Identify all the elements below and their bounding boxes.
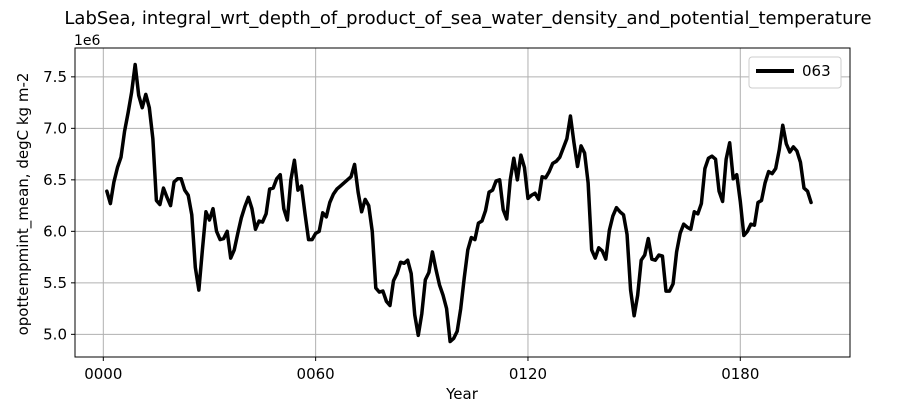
series-layer: [105, 62, 813, 344]
series-line-063: [105, 62, 813, 344]
chart-title: LabSea, integral_wrt_depth_of_product_of…: [64, 8, 871, 29]
x-axis-ticks: 0000 0060 0120 0180: [84, 357, 759, 383]
y-offset-label: 1e6: [74, 33, 101, 49]
y-axis-ticks: 5.0 5.5 6.0 6.5 7.0 7.5: [43, 68, 75, 343]
x-tick-label: 0120: [509, 365, 547, 383]
x-tick-label: 0060: [297, 365, 335, 383]
x-tick-label: 0180: [721, 365, 759, 383]
plot-frame: [74, 47, 851, 358]
x-tick-label: 0000: [84, 365, 122, 383]
x-axis-label: Year: [445, 385, 479, 403]
y-tick-label: 5.0: [43, 325, 67, 343]
y-tick-label: 6.0: [43, 222, 67, 240]
y-axis-label: opottempmint_mean, degC kg m-2: [14, 73, 33, 336]
legend-label: 063: [802, 62, 831, 80]
y-tick-label: 6.5: [43, 171, 67, 189]
y-tick-label: 7.0: [43, 119, 67, 137]
y-tick-label: 5.5: [43, 274, 67, 292]
legend: 063: [748, 56, 842, 89]
legend-box: [748, 56, 842, 89]
y-tick-label: 7.5: [43, 68, 67, 86]
